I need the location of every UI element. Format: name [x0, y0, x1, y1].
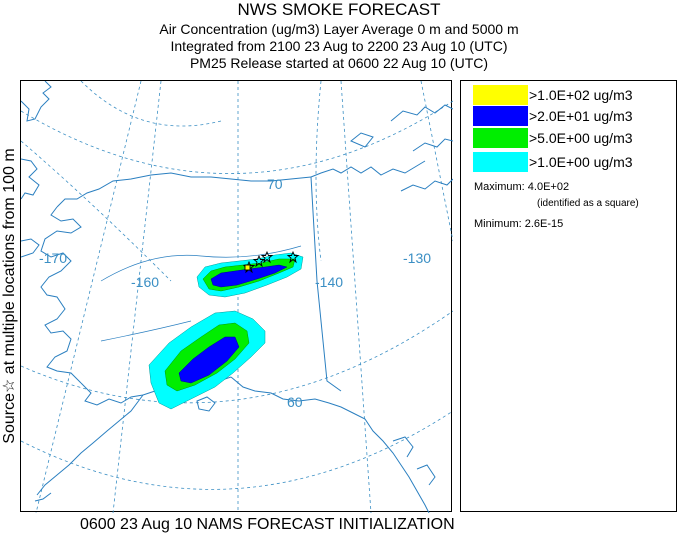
plume-north-level-3 [210, 264, 288, 288]
legend-label-20: >2.0E+01 ug/m3 [529, 108, 633, 124]
lon-label-140: -140 [315, 274, 343, 290]
maximum-value: 4.0E+02 [527, 181, 570, 193]
minimum-label: Minimum: [474, 218, 522, 230]
subtitle-concentration: Air Concentration (ug/m3) Layer Average … [159, 21, 519, 37]
legend-panel: >1.0E+02 ug/m3 >2.0E+01 ug/m3 >5.0E+00 u… [460, 80, 677, 512]
legend-swatch-blue [473, 106, 528, 126]
source-star-3-icon [260, 250, 274, 264]
legend-swatch-green [473, 128, 528, 148]
forecast-title: NWS SMOKE FORECAST [237, 0, 441, 19]
source-side-label: Source☆ at multiple locations from 100 m [0, 80, 20, 512]
legend-swatch-cyan [473, 152, 528, 172]
legend-label-1: >1.0E+00 ug/m3 [529, 154, 633, 170]
coastline [21, 81, 453, 513]
source-side-label-text: Source☆ at multiple locations from 100 m [1, 148, 18, 444]
lon-label-130: -130 [403, 250, 431, 266]
source-markers [242, 250, 300, 274]
legend-item-5: >5.0E+00 ug/m3 [473, 128, 673, 148]
lon-label-170: -170 [39, 250, 67, 266]
lon-label-160: -160 [131, 274, 159, 290]
legend-item-20: >2.0E+01 ug/m3 [473, 106, 673, 126]
subtitle-integration-period: Integrated from 2100 23 Aug to 2200 23 A… [170, 38, 508, 54]
legend-item-100: >1.0E+02 ug/m3 [473, 85, 673, 105]
legend-label-100: >1.0E+02 ug/m3 [529, 87, 633, 103]
forecast-initialization-footer: 0600 23 Aug 10 NAMS FORECAST INITIALIZAT… [80, 516, 455, 533]
plume-south-level-3 [178, 336, 240, 384]
source-star-4-icon [286, 250, 300, 264]
legend-item-1: >1.0E+00 ug/m3 [473, 152, 673, 172]
subtitle-release-time: PM25 Release started at 0600 22 Aug 10 (… [189, 55, 489, 71]
smoke-map: -170 -160 -140 -130 70 60 [20, 80, 453, 513]
legend-swatch-yellow [473, 85, 528, 105]
minimum-stat: Minimum: 2.6E-15 [474, 218, 563, 231]
maximum-note: (identified as a square) [537, 198, 639, 209]
maximum-label: Maximum: [474, 181, 525, 193]
minimum-value: 2.6E-15 [524, 218, 564, 230]
maximum-square-icon [244, 264, 251, 271]
lat-label-60: 60 [287, 394, 303, 410]
legend-label-5: >5.0E+00 ug/m3 [529, 130, 633, 146]
lat-label-70: 70 [267, 176, 283, 192]
source-star-2-icon [252, 254, 266, 268]
maximum-stat: Maximum: 4.0E+02 [474, 181, 569, 194]
smoke-plume-south [148, 310, 266, 410]
map-canvas: -170 -160 -140 -130 70 60 [21, 81, 453, 513]
smoke-plume-north [196, 252, 304, 298]
graticule [21, 81, 453, 513]
